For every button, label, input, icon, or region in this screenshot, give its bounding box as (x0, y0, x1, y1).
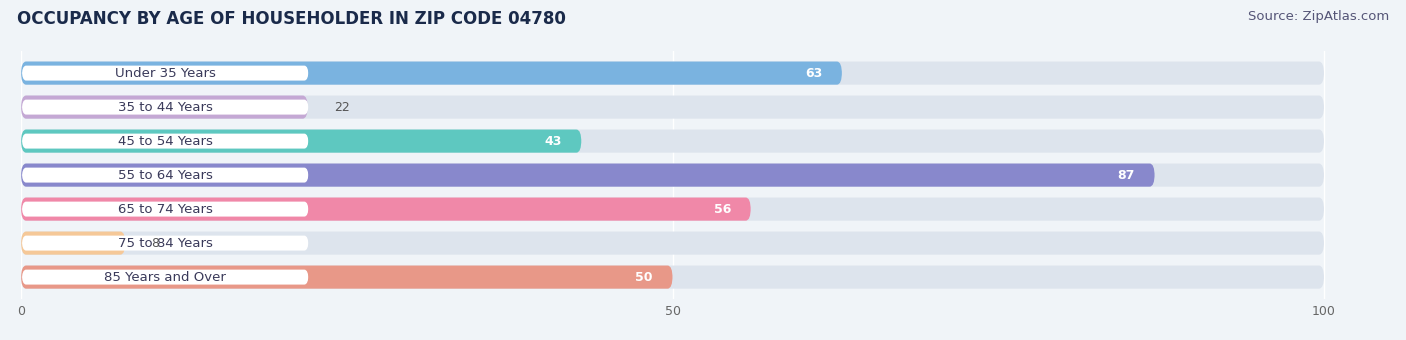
Text: 45 to 54 Years: 45 to 54 Years (118, 135, 212, 148)
FancyBboxPatch shape (22, 134, 308, 149)
Text: 55 to 64 Years: 55 to 64 Years (118, 169, 212, 182)
FancyBboxPatch shape (21, 266, 1324, 289)
FancyBboxPatch shape (21, 198, 1324, 221)
FancyBboxPatch shape (21, 62, 1324, 85)
FancyBboxPatch shape (22, 202, 308, 217)
Text: 56: 56 (714, 203, 731, 216)
Text: 85 Years and Over: 85 Years and Over (104, 271, 226, 284)
FancyBboxPatch shape (22, 66, 308, 81)
Text: 75 to 84 Years: 75 to 84 Years (118, 237, 212, 250)
Text: 65 to 74 Years: 65 to 74 Years (118, 203, 212, 216)
FancyBboxPatch shape (22, 168, 308, 183)
FancyBboxPatch shape (21, 164, 1154, 187)
FancyBboxPatch shape (21, 198, 751, 221)
Text: 22: 22 (333, 101, 350, 114)
Text: Under 35 Years: Under 35 Years (115, 67, 215, 80)
FancyBboxPatch shape (21, 266, 672, 289)
Text: OCCUPANCY BY AGE OF HOUSEHOLDER IN ZIP CODE 04780: OCCUPANCY BY AGE OF HOUSEHOLDER IN ZIP C… (17, 10, 565, 28)
FancyBboxPatch shape (21, 130, 581, 153)
FancyBboxPatch shape (22, 270, 308, 285)
FancyBboxPatch shape (22, 236, 308, 251)
FancyBboxPatch shape (21, 96, 1324, 119)
Text: 87: 87 (1118, 169, 1135, 182)
Text: 43: 43 (544, 135, 562, 148)
Text: Source: ZipAtlas.com: Source: ZipAtlas.com (1249, 10, 1389, 23)
FancyBboxPatch shape (21, 62, 842, 85)
FancyBboxPatch shape (21, 130, 1324, 153)
FancyBboxPatch shape (21, 164, 1324, 187)
FancyBboxPatch shape (21, 232, 1324, 255)
FancyBboxPatch shape (21, 232, 125, 255)
Text: 8: 8 (152, 237, 159, 250)
Text: 63: 63 (806, 67, 823, 80)
Text: 50: 50 (636, 271, 652, 284)
FancyBboxPatch shape (21, 96, 308, 119)
Text: 35 to 44 Years: 35 to 44 Years (118, 101, 212, 114)
FancyBboxPatch shape (22, 100, 308, 115)
